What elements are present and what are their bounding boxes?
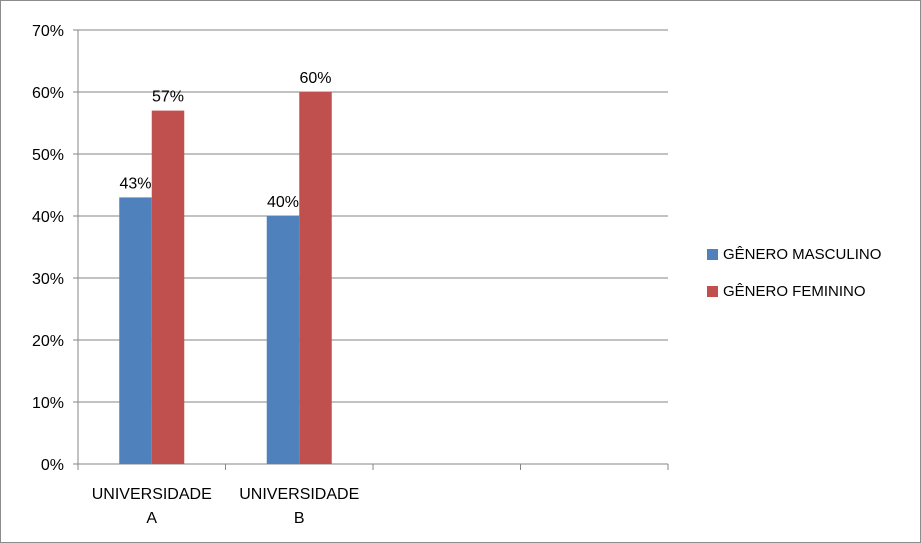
y-tick-label: 30% bbox=[32, 271, 64, 288]
legend-label-masculino: GÊNERO MASCULINO bbox=[723, 245, 882, 263]
bar-feminino bbox=[299, 92, 332, 464]
x-category-label: UNIVERSIDADE A bbox=[92, 486, 212, 527]
bar-masculino bbox=[266, 216, 300, 464]
y-tick-label: 50% bbox=[32, 147, 64, 164]
y-tick-label: 40% bbox=[32, 209, 64, 226]
y-tick-label: 0% bbox=[41, 457, 64, 474]
chart-legend: GÊNERO MASCULINO GÊNERO FEMININO bbox=[707, 244, 907, 318]
data-label: 60% bbox=[299, 70, 331, 87]
bar-masculino bbox=[119, 197, 152, 464]
legend-item-feminino: GÊNERO FEMININO bbox=[707, 281, 907, 301]
x-category-label: UNIVERSIDADE B bbox=[239, 486, 359, 527]
y-tick-label: 10% bbox=[32, 395, 64, 412]
x-category-label-line: A bbox=[146, 510, 157, 527]
data-label: 57% bbox=[152, 89, 184, 106]
legend-swatch-feminino bbox=[707, 285, 718, 297]
x-category-label-line: UNIVERSIDADE bbox=[92, 486, 212, 503]
bar-feminino bbox=[151, 110, 185, 464]
x-category-label-line: UNIVERSIDADE bbox=[239, 486, 359, 503]
legend-item-masculino: GÊNERO MASCULINO bbox=[707, 244, 907, 264]
legend-swatch-masculino bbox=[707, 248, 718, 260]
data-label: 40% bbox=[267, 194, 299, 211]
legend-label-feminino: GÊNERO FEMININO bbox=[723, 282, 866, 300]
y-tick-label: 20% bbox=[32, 333, 64, 350]
y-tick-label: 70% bbox=[32, 23, 64, 40]
data-label: 43% bbox=[119, 175, 151, 192]
y-tick-label: 60% bbox=[32, 85, 64, 102]
x-category-label-line: B bbox=[294, 510, 305, 527]
